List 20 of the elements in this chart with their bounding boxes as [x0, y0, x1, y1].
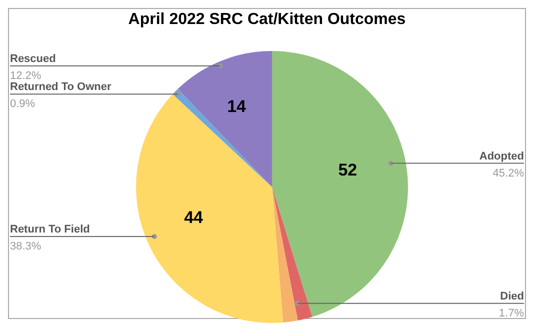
data-label: 52: [338, 160, 358, 180]
text: 1.7%: [498, 307, 524, 320]
slice-label: Adopted: [479, 150, 524, 162]
data-label: 14: [227, 96, 247, 116]
slice-label: Died: [500, 290, 524, 302]
pie-slice: [136, 94, 284, 323]
text: 0.9%: [10, 98, 36, 110]
text: 45.2%: [492, 167, 524, 180]
chart-title: April 2022 SRC Cat/Kitten Outcomes: [128, 11, 406, 28]
pie-slice: [272, 187, 312, 321]
slice-label: Returned To Owner: [10, 81, 112, 94]
pie-slice: [172, 88, 272, 187]
text: 12.2%: [10, 70, 42, 82]
slice-label: Rescued: [10, 52, 56, 65]
pie-slice: [178, 51, 272, 187]
pie-slice: [272, 51, 408, 317]
text: 38.3%: [10, 240, 42, 253]
data-label: 44: [184, 208, 204, 228]
pie-slice: [272, 187, 298, 323]
slice-label: Return To Field: [10, 224, 90, 236]
